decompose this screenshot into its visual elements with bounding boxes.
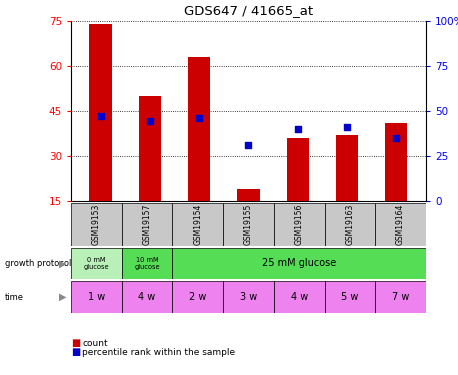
Bar xyxy=(223,202,274,246)
Text: time: time xyxy=(5,292,23,302)
Bar xyxy=(71,202,122,246)
Text: ■: ■ xyxy=(71,338,80,348)
Point xyxy=(196,115,203,121)
Title: GDS647 / 41665_at: GDS647 / 41665_at xyxy=(184,4,313,16)
Bar xyxy=(336,135,358,201)
Bar xyxy=(325,281,375,313)
Text: ■: ■ xyxy=(71,348,80,357)
Text: GSM19153: GSM19153 xyxy=(92,203,101,245)
Text: 5 w: 5 w xyxy=(341,292,359,302)
Bar xyxy=(274,202,325,246)
Bar xyxy=(172,202,223,246)
Point xyxy=(344,124,351,130)
Bar xyxy=(122,248,172,279)
Text: 25 mM glucose: 25 mM glucose xyxy=(262,258,336,268)
Bar xyxy=(287,138,309,201)
Text: 7 w: 7 w xyxy=(392,292,409,302)
Bar xyxy=(375,202,426,246)
Text: ▶: ▶ xyxy=(60,258,67,268)
Bar xyxy=(172,248,426,279)
Bar xyxy=(139,96,161,201)
Text: 10 mM
glucose: 10 mM glucose xyxy=(134,256,160,270)
Point xyxy=(245,142,252,148)
Bar xyxy=(237,189,260,201)
Bar xyxy=(71,281,122,313)
Bar xyxy=(375,281,426,313)
Text: GSM19155: GSM19155 xyxy=(244,203,253,245)
Bar xyxy=(172,281,223,313)
Text: GSM19163: GSM19163 xyxy=(345,203,354,245)
Point xyxy=(294,126,301,132)
Bar xyxy=(223,281,274,313)
Point xyxy=(97,113,104,119)
Text: 2 w: 2 w xyxy=(189,292,207,302)
Text: GSM19164: GSM19164 xyxy=(396,203,405,245)
Text: 4 w: 4 w xyxy=(290,292,308,302)
Bar xyxy=(325,202,375,246)
Bar xyxy=(385,123,408,201)
Point xyxy=(146,118,153,124)
Text: 4 w: 4 w xyxy=(138,292,156,302)
Text: 1 w: 1 w xyxy=(88,292,105,302)
Bar xyxy=(71,248,122,279)
Bar xyxy=(122,202,172,246)
Text: 3 w: 3 w xyxy=(240,292,257,302)
Text: GSM19154: GSM19154 xyxy=(193,203,202,245)
Text: GSM19156: GSM19156 xyxy=(294,203,304,245)
Bar xyxy=(122,281,172,313)
Text: count: count xyxy=(82,339,108,348)
Text: GSM19157: GSM19157 xyxy=(142,203,152,245)
Bar xyxy=(89,24,112,201)
Bar xyxy=(188,57,210,201)
Text: growth protocol: growth protocol xyxy=(5,259,71,268)
Bar xyxy=(274,281,325,313)
Point xyxy=(393,135,400,141)
Text: percentile rank within the sample: percentile rank within the sample xyxy=(82,348,235,357)
Text: 0 mM
glucose: 0 mM glucose xyxy=(83,256,109,270)
Text: ▶: ▶ xyxy=(60,292,67,302)
